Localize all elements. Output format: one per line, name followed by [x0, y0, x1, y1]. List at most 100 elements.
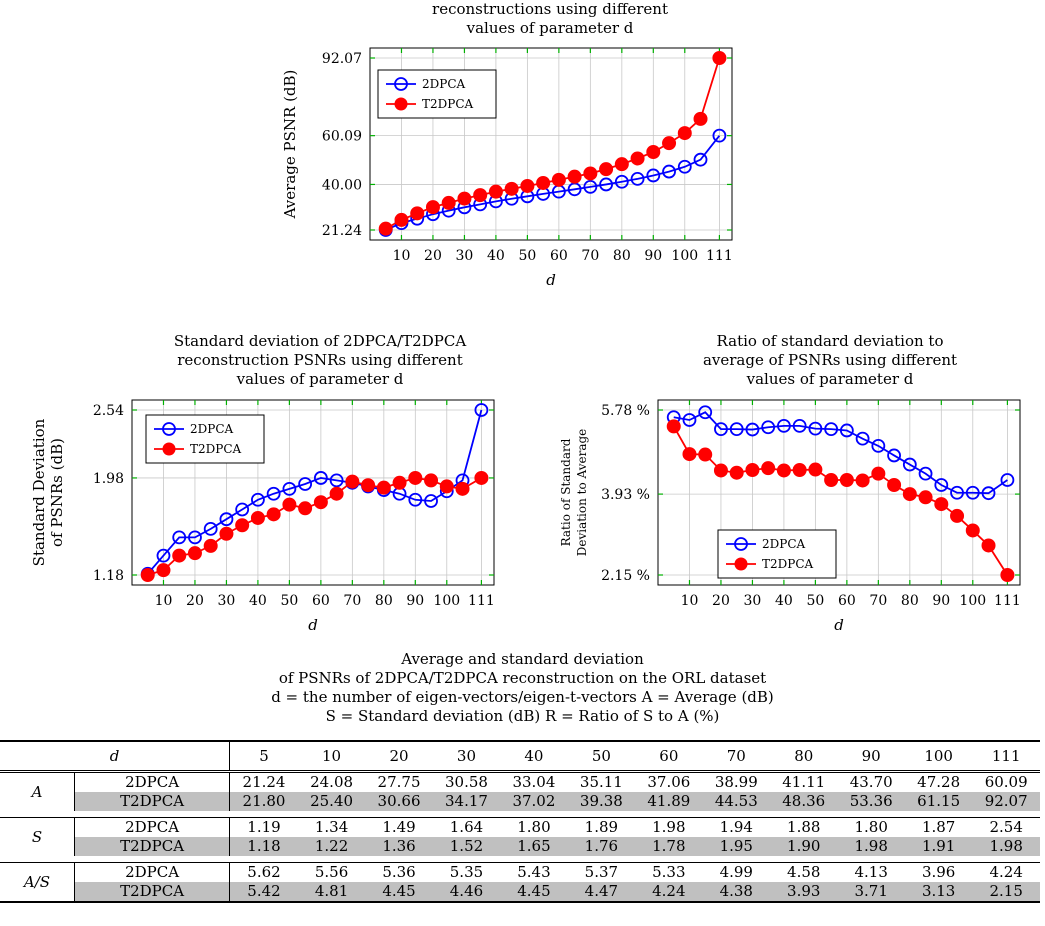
chart1-ytick-label: 21.24 — [322, 223, 362, 239]
chart2-ylabel-line: Standard Deviation — [30, 418, 48, 566]
chart1-ylabel: Average PSNR (dB) — [281, 70, 299, 220]
table-cell: 61.15 — [904, 792, 973, 811]
table-caption-line3: d = the number of eigen-vectors/eigen-t-… — [271, 688, 774, 706]
table-series-name: 2DPCA — [74, 771, 231, 792]
chart1-series-1-point — [583, 179, 598, 194]
chart2-xtick-label: 40 — [249, 593, 267, 609]
chart1-series-1-point — [599, 177, 613, 192]
chart2-series-2-point — [219, 526, 234, 541]
chart3-series-1-point — [934, 478, 949, 492]
table-header-cell: 111 — [972, 740, 1040, 773]
chart2-series-2-point — [298, 501, 313, 516]
table-row: A 2DPCA 21.24 24.08 27.75 30.58 33.04 35.11 37.0… — [0, 771, 1040, 811]
chart3-ytick-label: 2.15 % — [601, 568, 650, 584]
chart3-series-1-point — [729, 422, 744, 436]
table-header-cell: 90 — [837, 740, 905, 773]
table-cell: 30.58 — [445, 773, 488, 791]
chart3-title: Ratio of standard deviation to average o… — [610, 332, 1045, 389]
chart1-series-1-point — [677, 159, 692, 174]
chart1-series-1-point — [712, 128, 727, 143]
table-group-label: S — [0, 817, 75, 856]
chart1-series-2-point — [646, 145, 661, 160]
chart3-series-2-point — [950, 508, 965, 523]
chart2-series-1-point — [235, 502, 250, 517]
table-cell: 1.18 — [229, 837, 298, 856]
chart1-ytick-label: 40.00 — [322, 177, 362, 193]
chart2-series-1-point — [266, 486, 281, 501]
chart2-series-2-point — [376, 480, 391, 495]
table-cell: 1.94 — [702, 817, 771, 837]
chart3-series-2-point — [918, 490, 933, 505]
chart1-xtick-label: 111 — [706, 248, 733, 264]
chart2-xtick-label: 50 — [280, 593, 298, 609]
chart1-xlabel: d — [546, 271, 556, 289]
table-cell: 53.36 — [837, 792, 905, 811]
chart3-series-2-point — [839, 473, 854, 487]
chart2-title-line2: reconstruction PSNRs using different — [177, 351, 463, 369]
table-cell: 1.52 — [432, 837, 501, 856]
chart1-title-line2: values of parameter d — [466, 19, 634, 37]
chart1-series-2-point — [441, 195, 456, 210]
chart3-series-2-point — [934, 497, 949, 512]
chart2-series-1-point — [251, 492, 265, 507]
chart1-series-2-point — [712, 51, 727, 65]
table-cell: 1.65 — [500, 837, 568, 856]
table-header-cell: 5 — [229, 740, 298, 773]
chart2-series-1-line — [147, 409, 483, 575]
chart2-ytick-label: 1.98 — [93, 471, 124, 487]
table-cell: 3.96 — [904, 862, 973, 882]
chart3-series-2-point — [1000, 568, 1015, 582]
table-cell: 35.11 — [579, 773, 623, 791]
chart1-series-2-point — [504, 181, 519, 196]
chart3-legend-marker-1 — [734, 537, 748, 551]
chart1-series-2-point — [473, 188, 488, 203]
chart2-title-line1: Standard deviation of 2DPCA/T2DPCA — [173, 332, 467, 350]
table-series-name: T2DPCA — [74, 882, 231, 903]
chart1-series-2-point — [520, 178, 535, 193]
table-cell: 39.38 — [567, 792, 636, 811]
chart2-xtick-label: 111 — [468, 593, 495, 609]
chart3-title-line2: average of PSNRs using different — [702, 351, 958, 369]
chart1-series-1-point — [662, 164, 676, 179]
chart2-series-2-point — [345, 474, 360, 489]
table-header-d: d — [0, 740, 231, 773]
table-cell: 33.04 — [512, 773, 556, 791]
chart2-xtick-label: 80 — [375, 593, 393, 609]
table-cell: 1.34 — [297, 817, 366, 837]
table-cell: 44.53 — [702, 792, 771, 811]
chart2-series-1-point — [474, 403, 489, 417]
chart3-legend-marker-2 — [734, 557, 748, 571]
chart1-series-1-point — [646, 168, 661, 183]
chart1-frame — [369, 47, 733, 241]
chart1-series-2-point — [394, 212, 409, 227]
table-cell: 4.24 — [635, 882, 703, 903]
table-group-label: A — [0, 771, 75, 811]
table-cell: 4.81 — [297, 882, 366, 903]
table-cell: 1.80 — [837, 817, 905, 837]
table-header-cell: 30 — [432, 740, 501, 773]
table-header-cell: 50 — [567, 740, 636, 773]
table-cell: 1.90 — [770, 837, 838, 856]
chart1-title-line1: reconstructions using different — [432, 0, 668, 18]
chart3-xtick-label: 70 — [869, 593, 887, 609]
table-cell: 1.22 — [297, 837, 366, 856]
table-cell: 34.17 — [432, 792, 501, 811]
chart2-series-2-point — [266, 507, 281, 522]
chart3-series-1-point — [918, 466, 933, 481]
chart3-series-1-point — [682, 413, 697, 427]
chart2-legend-marker-2 — [162, 442, 176, 456]
table-caption-line4: S = Standard deviation (dB) R = Ratio of… — [325, 707, 720, 725]
chart3-series-1-point — [698, 405, 713, 420]
table-cell: 24.08 — [310, 773, 354, 791]
table-series-name: T2DPCA — [74, 837, 231, 856]
results-table: d 5 10 20 30 40 50 60 70 80 90 100 111 A 2DPCA 21.24 24.… — [0, 740, 1040, 903]
chart1-series-2-point — [425, 200, 440, 215]
chart1-xtick-label: 100 — [671, 248, 698, 264]
chart3-xtick-label: 40 — [775, 593, 793, 609]
chart3-series-2-point — [824, 473, 839, 487]
table-header-cell: 10 — [297, 740, 366, 773]
chart3-legend-label-1: 2DPCA — [762, 537, 806, 551]
chart2-series-2-point — [187, 546, 202, 561]
chart1-series-2-point — [378, 221, 393, 236]
table-cell: 37.02 — [500, 792, 568, 811]
